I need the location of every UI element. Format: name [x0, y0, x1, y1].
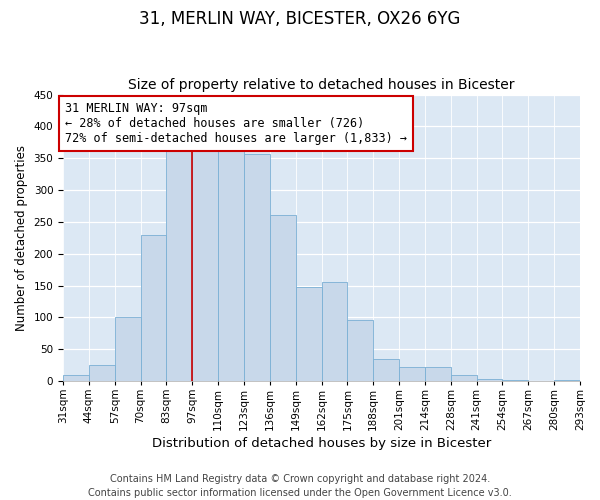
Bar: [296, 287, 322, 381]
Bar: [166, 148, 192, 381]
Bar: [322, 282, 347, 381]
Text: 31, MERLIN WAY, BICESTER, OX26 6YG: 31, MERLIN WAY, BICESTER, OX26 6YG: [139, 10, 461, 28]
Bar: [140, 234, 166, 381]
Bar: [347, 320, 373, 381]
X-axis label: Distribution of detached houses by size in Bicester: Distribution of detached houses by size …: [152, 437, 491, 450]
Bar: [502, 380, 529, 381]
Bar: [244, 154, 270, 381]
Bar: [218, 142, 244, 381]
Bar: [192, 142, 218, 381]
Bar: [89, 365, 115, 381]
Bar: [399, 367, 425, 381]
Bar: [476, 379, 502, 381]
Bar: [270, 216, 296, 381]
Title: Size of property relative to detached houses in Bicester: Size of property relative to detached ho…: [128, 78, 515, 92]
Bar: [115, 318, 140, 381]
Bar: [451, 374, 476, 381]
Bar: [373, 358, 399, 381]
Bar: [554, 380, 580, 381]
Bar: [63, 374, 89, 381]
Text: 31 MERLIN WAY: 97sqm
← 28% of detached houses are smaller (726)
72% of semi-deta: 31 MERLIN WAY: 97sqm ← 28% of detached h…: [65, 102, 407, 145]
Y-axis label: Number of detached properties: Number of detached properties: [15, 145, 28, 331]
Bar: [425, 367, 451, 381]
Text: Contains HM Land Registry data © Crown copyright and database right 2024.
Contai: Contains HM Land Registry data © Crown c…: [88, 474, 512, 498]
